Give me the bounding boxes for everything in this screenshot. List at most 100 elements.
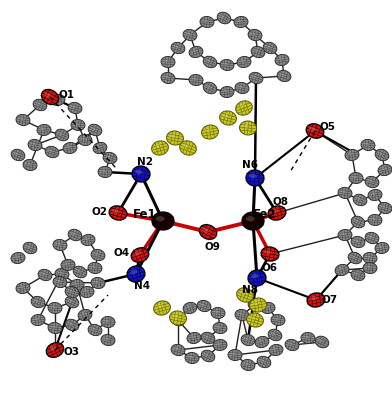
Ellipse shape (237, 56, 251, 67)
Ellipse shape (280, 73, 285, 76)
Ellipse shape (211, 308, 225, 319)
Ellipse shape (247, 313, 263, 327)
Ellipse shape (34, 317, 39, 320)
Ellipse shape (88, 263, 102, 274)
Ellipse shape (101, 317, 115, 328)
Ellipse shape (257, 356, 271, 368)
Ellipse shape (180, 141, 196, 155)
Text: O3: O3 (64, 347, 80, 357)
Ellipse shape (174, 45, 179, 48)
Ellipse shape (44, 93, 51, 98)
Ellipse shape (53, 239, 67, 251)
Ellipse shape (51, 326, 56, 328)
Ellipse shape (274, 317, 279, 320)
Ellipse shape (185, 353, 199, 364)
Ellipse shape (11, 252, 25, 263)
Ellipse shape (28, 139, 42, 151)
Ellipse shape (103, 153, 117, 164)
Ellipse shape (26, 245, 31, 248)
Ellipse shape (80, 286, 94, 297)
Ellipse shape (31, 315, 45, 326)
Ellipse shape (237, 288, 253, 302)
Ellipse shape (73, 266, 87, 278)
Ellipse shape (45, 146, 59, 157)
Ellipse shape (252, 75, 257, 78)
Ellipse shape (33, 99, 47, 111)
Ellipse shape (201, 332, 215, 344)
Ellipse shape (338, 229, 352, 240)
Ellipse shape (231, 353, 236, 355)
Ellipse shape (36, 102, 41, 106)
Ellipse shape (183, 29, 197, 40)
Ellipse shape (19, 117, 24, 120)
Ellipse shape (261, 247, 279, 261)
Ellipse shape (271, 209, 278, 213)
Ellipse shape (199, 225, 217, 239)
Ellipse shape (64, 263, 69, 265)
Ellipse shape (354, 219, 359, 222)
Ellipse shape (354, 239, 359, 242)
Ellipse shape (76, 269, 81, 272)
Ellipse shape (341, 190, 346, 193)
Ellipse shape (335, 264, 349, 276)
Ellipse shape (55, 268, 69, 280)
Ellipse shape (58, 132, 63, 135)
Ellipse shape (235, 83, 249, 94)
Ellipse shape (249, 173, 256, 178)
Ellipse shape (170, 134, 176, 138)
Ellipse shape (41, 272, 46, 275)
Text: Fe2: Fe2 (253, 207, 277, 220)
Ellipse shape (53, 276, 67, 288)
Ellipse shape (56, 243, 61, 245)
Ellipse shape (192, 49, 197, 52)
Ellipse shape (154, 301, 171, 315)
Ellipse shape (14, 152, 19, 155)
Ellipse shape (63, 142, 77, 153)
Ellipse shape (19, 285, 24, 288)
Ellipse shape (244, 337, 249, 340)
Ellipse shape (254, 49, 259, 52)
Ellipse shape (375, 243, 389, 254)
Ellipse shape (263, 42, 277, 54)
Ellipse shape (152, 212, 174, 230)
Ellipse shape (240, 291, 246, 295)
Ellipse shape (269, 344, 283, 355)
Text: O4: O4 (114, 248, 130, 258)
Ellipse shape (204, 335, 209, 338)
Ellipse shape (266, 45, 271, 48)
Ellipse shape (192, 77, 197, 80)
Ellipse shape (264, 306, 269, 308)
Ellipse shape (78, 309, 92, 321)
Ellipse shape (16, 283, 30, 294)
Ellipse shape (307, 293, 325, 307)
Ellipse shape (49, 346, 56, 351)
Ellipse shape (213, 339, 227, 351)
Ellipse shape (183, 144, 189, 148)
Ellipse shape (220, 15, 225, 18)
Ellipse shape (161, 72, 175, 83)
Ellipse shape (84, 237, 89, 240)
Ellipse shape (190, 335, 195, 338)
Ellipse shape (186, 305, 191, 308)
Ellipse shape (240, 121, 256, 135)
Ellipse shape (310, 296, 317, 301)
Ellipse shape (206, 85, 211, 88)
Ellipse shape (309, 127, 316, 132)
Ellipse shape (38, 270, 52, 281)
Ellipse shape (244, 362, 249, 365)
Ellipse shape (378, 164, 392, 175)
Ellipse shape (161, 56, 175, 67)
Ellipse shape (81, 312, 86, 315)
Text: O6: O6 (262, 263, 278, 273)
Ellipse shape (217, 12, 231, 24)
Ellipse shape (353, 194, 367, 206)
Ellipse shape (237, 19, 242, 22)
Ellipse shape (338, 267, 343, 270)
Ellipse shape (164, 59, 169, 62)
Ellipse shape (278, 57, 283, 60)
Ellipse shape (223, 90, 228, 92)
Ellipse shape (132, 166, 150, 182)
Ellipse shape (26, 162, 31, 165)
Ellipse shape (71, 232, 76, 235)
Ellipse shape (288, 342, 293, 345)
